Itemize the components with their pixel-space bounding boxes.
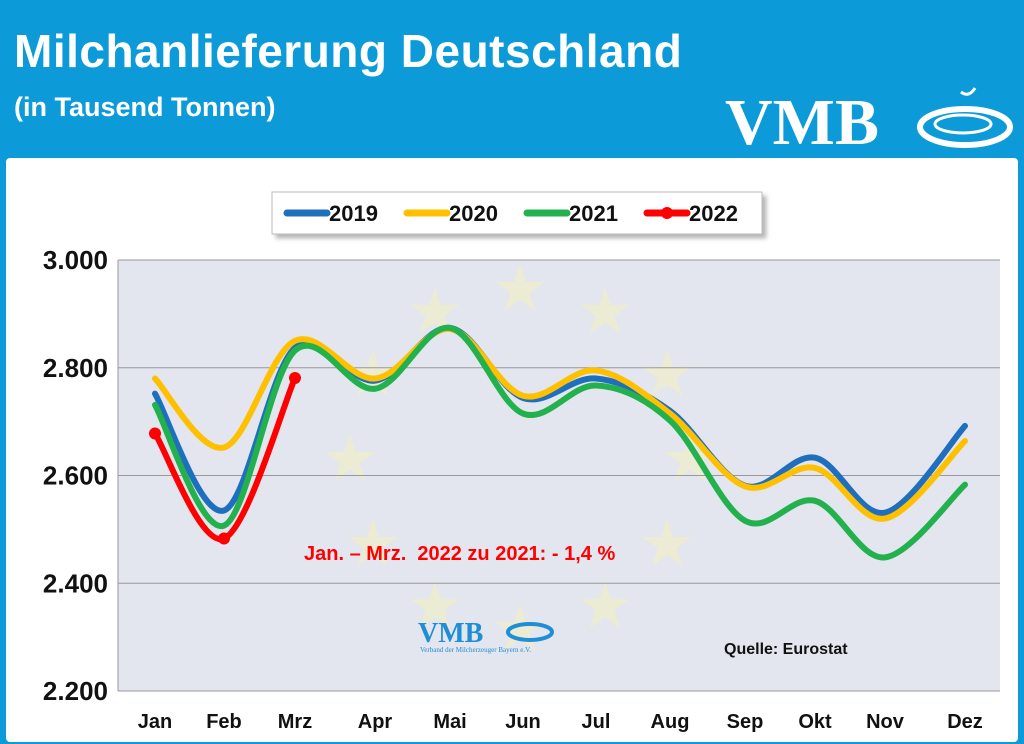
x-tick-label: Feb: [206, 711, 242, 733]
eu-star-icon: [410, 286, 460, 334]
legend-label: 2022: [689, 201, 738, 226]
data-point-2022: [289, 371, 301, 384]
x-tick-label: Jan: [138, 711, 172, 733]
x-tick-label: Nov: [866, 711, 905, 733]
eu-star-icon: [325, 434, 375, 482]
data-point-2022: [149, 427, 161, 440]
eu-star-icon: [580, 581, 630, 629]
y-tick-label: 2.800: [43, 353, 108, 383]
data-point-2022: [218, 532, 230, 545]
annotation: Jan. – Mrz. 2022 zu 2021: - 1,4 %: [304, 543, 615, 565]
eu-star-icon: [665, 434, 715, 482]
svg-text:Verband der Milcherzeuger Baye: Verband der Milcherzeuger Bayern e.V.: [420, 646, 531, 654]
x-tick-label: Mrz: [278, 711, 312, 733]
series-line-2020: [152, 325, 968, 522]
watermark-logo: VMB Verband der Milcherzeuger Bayern e.V…: [418, 618, 554, 654]
x-tick-label: Dez: [947, 711, 983, 733]
legend-marker: [661, 207, 673, 219]
y-tick-label: 2.400: [43, 568, 108, 598]
x-tick-label: Jul: [582, 711, 611, 733]
svg-text:VMB: VMB: [725, 86, 879, 152]
x-tick-label: Mai: [433, 711, 466, 733]
y-tick-label: 2.200: [43, 676, 108, 706]
source-label: Quelle: Eurostat: [724, 641, 848, 658]
legend-label: 2019: [329, 201, 378, 226]
x-tick-label: Apr: [358, 711, 393, 733]
x-tick-label: Okt: [798, 711, 832, 733]
x-tick-label: Jun: [505, 711, 541, 733]
legend-label: 2020: [449, 201, 498, 226]
y-tick-label: 3.000: [43, 245, 108, 275]
x-tick-label: Sep: [727, 711, 764, 733]
eu-star-icon: [348, 519, 398, 567]
page-title: Milchanlieferung Deutschland: [14, 25, 683, 77]
eu-star-icon: [410, 581, 460, 629]
series-line-2021: [152, 324, 968, 561]
eu-star-icon: [348, 349, 398, 397]
eu-star-icon: [642, 349, 692, 397]
legend-label: 2021: [569, 201, 618, 226]
x-tick-label: Aug: [651, 711, 690, 733]
eu-star-icon: [495, 604, 545, 652]
eu-star-icon: [642, 519, 692, 567]
y-tick-label: 2.600: [43, 461, 108, 491]
eu-star-icon: [580, 286, 630, 334]
eu-star-icon: [495, 264, 545, 312]
legend: 2019 2020 2021 2022: [271, 191, 763, 235]
page-subtitle: (in Tausend Tonnen): [14, 92, 276, 122]
vmb-logo: VMB: [725, 86, 1013, 152]
svg-text:VMB: VMB: [418, 618, 483, 649]
